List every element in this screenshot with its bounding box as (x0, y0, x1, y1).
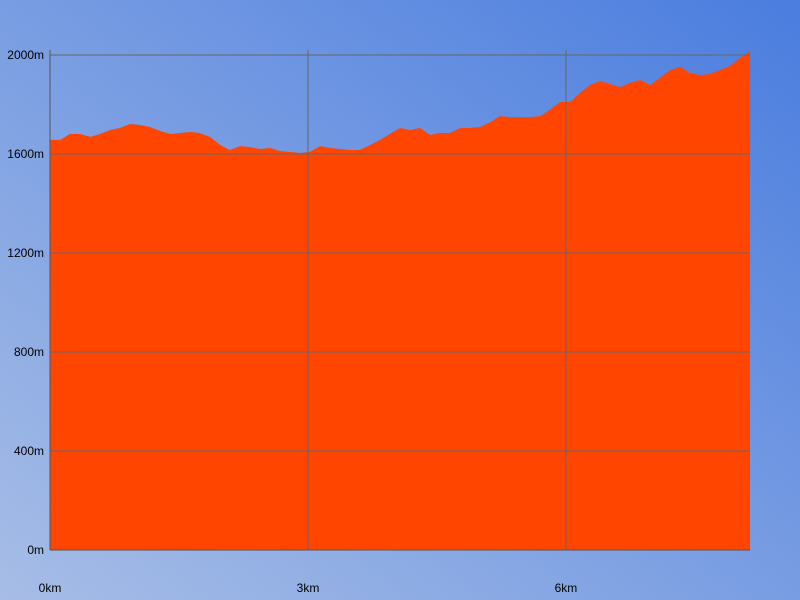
y-tick-label: 0m (27, 543, 44, 557)
x-tick-label: 3km (297, 581, 320, 595)
y-tick-label: 800m (14, 345, 44, 359)
elevation-area (50, 51, 750, 550)
x-tick-label: 6km (555, 581, 578, 595)
y-tick-label: 1200m (7, 246, 44, 260)
y-tick-label: 2000m (7, 48, 44, 62)
x-tick-label: 0km (39, 581, 62, 595)
y-tick-label: 400m (14, 444, 44, 458)
y-tick-label: 1600m (7, 147, 44, 161)
